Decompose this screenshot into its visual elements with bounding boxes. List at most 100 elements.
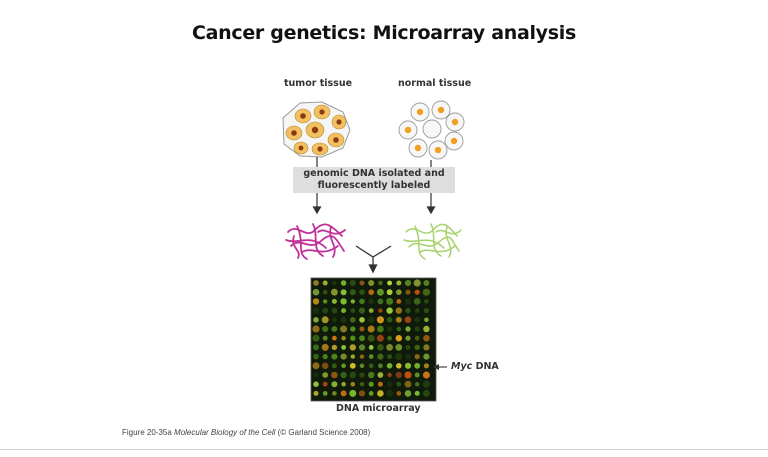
microarray-spot xyxy=(359,289,365,296)
microarray-spot xyxy=(322,354,328,360)
microarray-spot xyxy=(349,289,356,296)
tumor-dna-strands xyxy=(285,223,346,260)
microarray-spot xyxy=(331,363,337,369)
microarray-spot xyxy=(340,353,347,360)
microarray-spot xyxy=(341,381,346,387)
banner-line-1: genomic DNA isolated and xyxy=(303,168,445,179)
microarray-spot xyxy=(313,344,319,351)
microarray-spot xyxy=(422,288,430,296)
microarray-spot xyxy=(359,382,365,387)
microarray-spot xyxy=(387,335,392,341)
microarray-spot xyxy=(414,362,421,369)
microarray-spot xyxy=(378,363,383,369)
microarray-spot xyxy=(422,380,430,388)
microarray-spot xyxy=(340,316,347,323)
microarray-spot xyxy=(359,363,365,369)
microarray-spot xyxy=(313,280,319,286)
microarray-spot xyxy=(386,297,394,305)
microarray-spot xyxy=(396,280,402,286)
microarray-spot xyxy=(414,390,420,396)
microarray-spot xyxy=(368,354,374,359)
microarray-spot xyxy=(368,371,375,379)
microarray-spot xyxy=(340,298,347,305)
microarray-spot xyxy=(359,372,365,378)
microarray-spot xyxy=(332,317,337,323)
microarray-spot xyxy=(350,381,356,387)
microarray-spot xyxy=(332,391,337,396)
microarray-spot xyxy=(331,326,338,332)
microarray-spot xyxy=(312,325,320,333)
microarray-spot xyxy=(359,354,365,359)
microarray-spot xyxy=(376,334,384,342)
microarray-spot xyxy=(331,307,338,314)
microarray-spot xyxy=(376,288,384,296)
microarray-spot xyxy=(367,316,375,324)
microarray-spot xyxy=(322,372,329,378)
microarray-spot xyxy=(377,298,384,305)
microarray-label: DNA microarray xyxy=(336,403,421,414)
slide-title: Cancer genetics: Microarray analysis xyxy=(191,22,576,44)
microarray-spot xyxy=(340,325,348,333)
microarray-spot xyxy=(415,382,420,387)
microarray-spot xyxy=(387,372,392,378)
microarray-spot xyxy=(395,371,402,379)
dna-microarray xyxy=(310,277,437,402)
microarray-spot xyxy=(322,335,328,341)
microarray-spot xyxy=(423,308,429,314)
microarray-spot xyxy=(404,371,412,379)
microarray-spot xyxy=(414,354,420,360)
normal-dna-strands xyxy=(403,223,462,260)
microarray-spot xyxy=(395,316,402,323)
microarray-spot xyxy=(422,371,430,379)
microarray-spot xyxy=(340,289,347,296)
process-banner: genomic DNA isolated and fluorescently l… xyxy=(293,167,455,193)
microarray-spot xyxy=(386,363,393,369)
myc-italic: Myc xyxy=(451,361,473,372)
microarray-spot xyxy=(414,335,420,341)
microarray-spot xyxy=(368,381,374,387)
tissue-arrows xyxy=(312,157,436,215)
microarray-spot xyxy=(377,381,383,387)
microarray-spot xyxy=(368,280,375,286)
microarray-spot xyxy=(377,344,384,351)
microarray-spot xyxy=(322,307,329,314)
microarray-spot xyxy=(405,353,411,360)
microarray-spot xyxy=(377,372,384,378)
microarray-spot xyxy=(321,343,329,351)
microarray-spot xyxy=(340,371,347,379)
microarray-spot xyxy=(414,308,420,313)
microarray-spot xyxy=(423,363,429,369)
microarray-spot xyxy=(331,381,338,388)
microarray-spot xyxy=(376,316,384,324)
microarray-spot xyxy=(332,335,337,341)
microarray-spot xyxy=(386,344,393,351)
microarray-spot xyxy=(312,298,320,305)
microarray-spot xyxy=(405,326,411,332)
microarray-spot xyxy=(377,390,384,397)
microarray-spot xyxy=(424,317,429,323)
microarray-spot xyxy=(423,344,430,351)
microarray-spot xyxy=(395,307,402,314)
microarray-spot xyxy=(404,298,412,305)
tumor-tissue-cells xyxy=(282,101,351,158)
microarray-spot xyxy=(341,336,346,341)
microarray-spot xyxy=(341,363,346,369)
microarray-spot xyxy=(413,279,421,287)
microarray-spot xyxy=(396,326,402,332)
microarray-spot xyxy=(359,335,365,342)
microarray-spot xyxy=(359,280,365,286)
microarray-spot xyxy=(368,289,375,296)
microarray-spot xyxy=(341,308,347,314)
microarray-spot xyxy=(331,353,338,360)
microarray-spot xyxy=(322,280,328,286)
myc-pointer-arrow xyxy=(433,364,447,370)
microarray-spot xyxy=(386,307,393,314)
microarray-spot xyxy=(358,344,366,351)
microarray-spot xyxy=(322,362,329,369)
microarray-spot xyxy=(349,371,357,379)
caption-prefix: Figure 20-35a xyxy=(122,428,175,437)
microarray-spot xyxy=(424,299,429,304)
microarray-spot xyxy=(378,308,383,313)
microarray-spot xyxy=(350,299,355,304)
